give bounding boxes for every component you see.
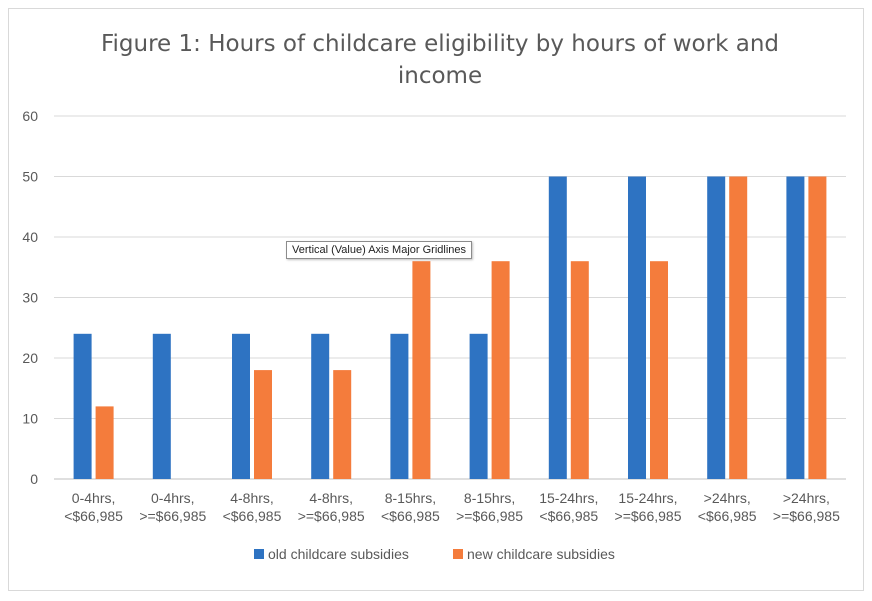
legend-swatch-old (254, 549, 264, 559)
gridlines[interactable] (54, 115, 846, 480)
bar-old-8 (707, 176, 726, 479)
x-tick-line-1-0: 0-4hrs, (151, 490, 195, 506)
x-tick-line-3-0: 4-8hrs, (309, 490, 353, 506)
gridlines-tooltip: Vertical (Value) Axis Major Gridlines (286, 241, 473, 259)
bar-new-6 (570, 261, 589, 479)
x-tick-label-6: 15-24hrs, <$66,985 (539, 490, 598, 524)
bar-old-1 (152, 333, 171, 479)
x-tick-line-1-1: >=$66,985 (139, 508, 206, 524)
x-tick-line-6-0: 15-24hrs, (539, 490, 598, 506)
x-tick-label-0: 0-4hrs, <$66,985 (64, 490, 123, 524)
x-tick-line-4-1: <$66,985 (381, 508, 440, 524)
x-tick-line-9-0: >24hrs, (783, 490, 830, 506)
bar-old-5 (469, 333, 488, 479)
bar-new-5 (491, 261, 510, 479)
bar-new-7 (650, 261, 668, 479)
x-tick-line-7-1: >=$66,985 (615, 508, 682, 524)
x-tick-label-1: 0-4hrs, >=$66,985 (139, 490, 206, 524)
x-tick-line-7-0: 15-24hrs, (618, 490, 677, 506)
legend-swatch-new (453, 549, 463, 559)
bar-new-3 (333, 370, 352, 479)
bar-new-0 (95, 406, 114, 479)
x-tick-label-9: >24hrs, >=$66,985 (773, 490, 840, 524)
x-tick-line-0-1: <$66,985 (64, 508, 123, 524)
y-tick-label-50: 50 (22, 169, 38, 185)
bar-old-7 (628, 176, 646, 479)
x-tick-label-8: >24hrs, <$66,985 (698, 490, 757, 524)
x-tick-label-2: 4-8hrs, <$66,985 (223, 490, 282, 524)
bar-new-8 (729, 176, 748, 479)
chart-title: Figure 1: Hours of childcare eligibility… (100, 31, 779, 89)
x-tick-line-5-0: 8-15hrs, (464, 490, 515, 506)
x-tick-label-4: 8-15hrs, <$66,985 (381, 490, 440, 524)
x-tick-label-7: 15-24hrs, >=$66,985 (615, 490, 682, 524)
bar-old-6 (548, 176, 567, 479)
x-tick-line-8-1: <$66,985 (698, 508, 757, 524)
y-tick-label-0: 0 (30, 471, 38, 487)
x-tick-line-2-1: <$66,985 (223, 508, 282, 524)
bar-new-4 (412, 261, 431, 479)
bar-old-3 (311, 333, 330, 479)
x-axis-ticks: 0-4hrs, <$66,985 0-4hrs, >=$66,985 4-8hrs, <$… (64, 490, 840, 524)
y-tick-label-40: 40 (22, 229, 38, 245)
x-tick-line-4-0: 8-15hrs, (385, 490, 436, 506)
x-tick-line-9-1: >=$66,985 (773, 508, 840, 524)
bar-old-9 (786, 176, 805, 479)
legend-label-old: old childcare subsidies (268, 546, 409, 562)
legend-label-new: new childcare subsidies (467, 546, 615, 562)
bar-new-9 (808, 176, 827, 479)
bars (73, 176, 827, 479)
bar-old-2 (232, 333, 250, 479)
bar-new-2 (254, 370, 272, 479)
y-tick-label-10: 10 (22, 411, 38, 427)
bar-old-0 (73, 333, 92, 479)
x-tick-label-3: 4-8hrs, >=$66,985 (298, 490, 365, 524)
y-tick-label-20: 20 (22, 350, 38, 366)
legend: old childcare subsidies new childcare sub… (254, 546, 615, 562)
x-tick-line-0-0: 0-4hrs, (72, 490, 116, 506)
x-tick-line-8-0: >24hrs, (704, 490, 751, 506)
x-tick-line-5-1: >=$66,985 (456, 508, 523, 524)
x-tick-line-2-0: 4-8hrs, (230, 490, 274, 506)
x-tick-line-6-1: <$66,985 (539, 508, 598, 524)
x-tick-line-3-1: >=$66,985 (298, 508, 365, 524)
y-tick-label-30: 30 (22, 290, 38, 306)
bar-old-4 (390, 333, 409, 479)
x-tick-label-5: 8-15hrs, >=$66,985 (456, 490, 523, 524)
y-tick-label-60: 60 (22, 108, 38, 124)
y-axis-ticks: 0 10 20 30 40 50 60 (22, 108, 38, 487)
